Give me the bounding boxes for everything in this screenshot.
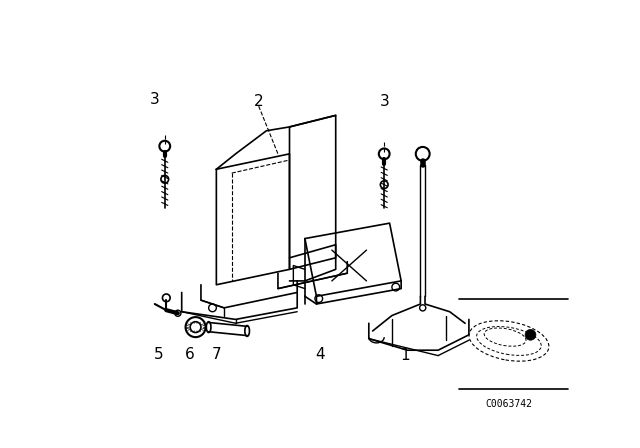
Text: 4: 4 bbox=[316, 347, 325, 362]
Circle shape bbox=[525, 329, 536, 340]
Text: 3: 3 bbox=[380, 94, 389, 109]
Text: 1: 1 bbox=[400, 348, 410, 363]
Text: 7: 7 bbox=[212, 347, 221, 362]
Text: 5: 5 bbox=[154, 347, 163, 362]
Text: C0063742: C0063742 bbox=[486, 399, 532, 409]
Text: 2: 2 bbox=[254, 94, 264, 109]
Text: 6: 6 bbox=[184, 347, 195, 362]
Text: 3: 3 bbox=[150, 92, 159, 108]
